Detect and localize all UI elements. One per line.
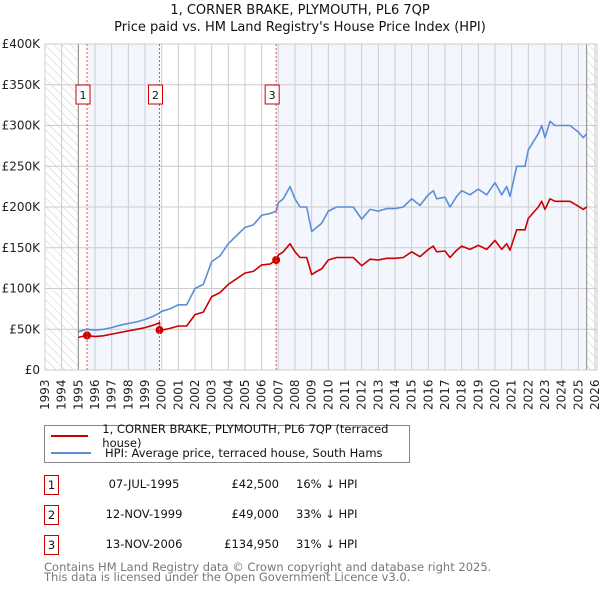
- chart-title: 1, CORNER BRAKE, PLYMOUTH, PL6 7QP: [170, 3, 430, 18]
- sale-label-box: [264, 84, 280, 105]
- legend-swatch-blue: [51, 452, 91, 454]
- sale-label: 1: [80, 89, 87, 102]
- plot-border: [44, 43, 598, 371]
- x-tick-label: 2021: [505, 379, 519, 410]
- x-tick-label: 2001: [171, 379, 185, 410]
- x-tick-label: 2018: [455, 379, 469, 410]
- x-tick-label: 2014: [388, 379, 402, 410]
- transaction-row: 1 07-JUL-1995 £42,500 16% ↓ HPI: [44, 475, 444, 495]
- y-tick-label: £150K: [2, 241, 42, 255]
- legend: 1, CORNER BRAKE, PLYMOUTH, PL6 7QP (terr…: [44, 422, 410, 463]
- footer: Contains HM Land Registry data © Crown c…: [44, 560, 492, 584]
- transaction-row: 3 13-NOV-2006 £134,950 31% ↓ HPI: [44, 535, 444, 555]
- legend-label: 1, CORNER BRAKE, PLYMOUTH, PL6 7QP (terr…: [102, 422, 389, 450]
- x-tick-label: 2013: [371, 379, 385, 410]
- x-tick-label: 2020: [488, 379, 502, 410]
- x-tick-label: 2019: [471, 379, 485, 410]
- transaction-number: 1: [44, 475, 59, 495]
- transaction-date: 07-JUL-1995: [108, 477, 180, 491]
- transaction-price: £42,500: [231, 477, 279, 491]
- transaction-number: 2: [44, 505, 59, 525]
- transaction-price: £49,000: [231, 507, 279, 521]
- sale-label-box: [75, 84, 91, 105]
- transaction-date: 12-NOV-1999: [105, 507, 183, 521]
- legend-swatch-red: [51, 435, 89, 437]
- x-tick-label: 2003: [205, 379, 219, 410]
- sale-label: 3: [269, 89, 276, 102]
- x-tick-label: 2025: [571, 379, 585, 410]
- x-tick-label: 1999: [138, 379, 152, 410]
- x-tick-label: 1993: [38, 379, 52, 410]
- y-tick-label: £0: [25, 363, 40, 377]
- y-tick-label: £300K: [2, 119, 42, 133]
- sale-point: [155, 326, 164, 335]
- x-tick-label: 2006: [255, 379, 269, 410]
- transaction-number: 3: [44, 535, 59, 555]
- x-tick-label: 2012: [355, 379, 369, 410]
- x-tick-label: 1998: [121, 379, 135, 410]
- x-tick-label: 2004: [221, 379, 235, 410]
- x-tick-label: 2007: [271, 379, 285, 410]
- transaction-hpi-diff: 16% ↓ HPI: [296, 477, 358, 491]
- x-tick-label: 2000: [155, 379, 169, 410]
- sale-point: [83, 331, 91, 340]
- hpi-line: [78, 120, 588, 333]
- x-tick-label: 1994: [55, 379, 69, 410]
- y-tick-label: £100K: [2, 282, 42, 296]
- y-tick-label: £350K: [2, 78, 42, 92]
- y-tick-label: £400K: [2, 37, 42, 51]
- legend-label: HPI: Average price, terraced house, Sout…: [105, 446, 383, 460]
- sale-label-box: [148, 84, 163, 105]
- x-tick-label: 2002: [188, 379, 202, 410]
- property-price-line: [78, 198, 588, 339]
- x-tick-label: 2011: [338, 379, 352, 410]
- transaction-price: £134,950: [224, 537, 279, 551]
- x-tick-label: 1995: [71, 379, 85, 410]
- sale-label: 2: [152, 89, 159, 102]
- y-tick-label: £50K: [9, 322, 41, 336]
- x-tick-label: 2015: [405, 379, 419, 410]
- x-tick-label: 2005: [238, 379, 252, 410]
- x-tick-label: 2008: [288, 379, 302, 410]
- y-tick-label: £200K: [2, 200, 42, 214]
- x-tick-label: 2022: [521, 379, 535, 410]
- footer-licence: This data is licensed under the Open Gov…: [44, 570, 411, 584]
- transaction-date: 13-NOV-2006: [105, 537, 183, 551]
- y-tick-label: £250K: [2, 159, 42, 173]
- x-tick-label: 2024: [555, 379, 569, 410]
- footer-copyright: Contains HM Land Registry data © Crown c…: [44, 560, 492, 574]
- x-tick-label: 2026: [588, 379, 600, 410]
- chart-subtitle: Price paid vs. HM Land Registry's House …: [114, 20, 486, 35]
- x-tick-label: 2010: [321, 379, 335, 410]
- x-tick-label: 1997: [105, 379, 119, 410]
- transaction-hpi-diff: 31% ↓ HPI: [296, 537, 358, 551]
- transaction-hpi-diff: 33% ↓ HPI: [296, 507, 358, 521]
- legend-item-hpi: HPI: Average price, terraced house, Sout…: [45, 445, 383, 461]
- x-tick-label: 2016: [421, 379, 435, 410]
- x-tick-label: 2023: [538, 379, 552, 410]
- x-tick-label: 2009: [305, 379, 319, 410]
- legend-item-property: 1, CORNER BRAKE, PLYMOUTH, PL6 7QP (terr…: [45, 422, 409, 450]
- x-tick-label: 2017: [438, 379, 452, 410]
- transaction-row: 2 12-NOV-1999 £49,000 33% ↓ HPI: [44, 505, 444, 525]
- x-tick-label: 1996: [88, 379, 102, 410]
